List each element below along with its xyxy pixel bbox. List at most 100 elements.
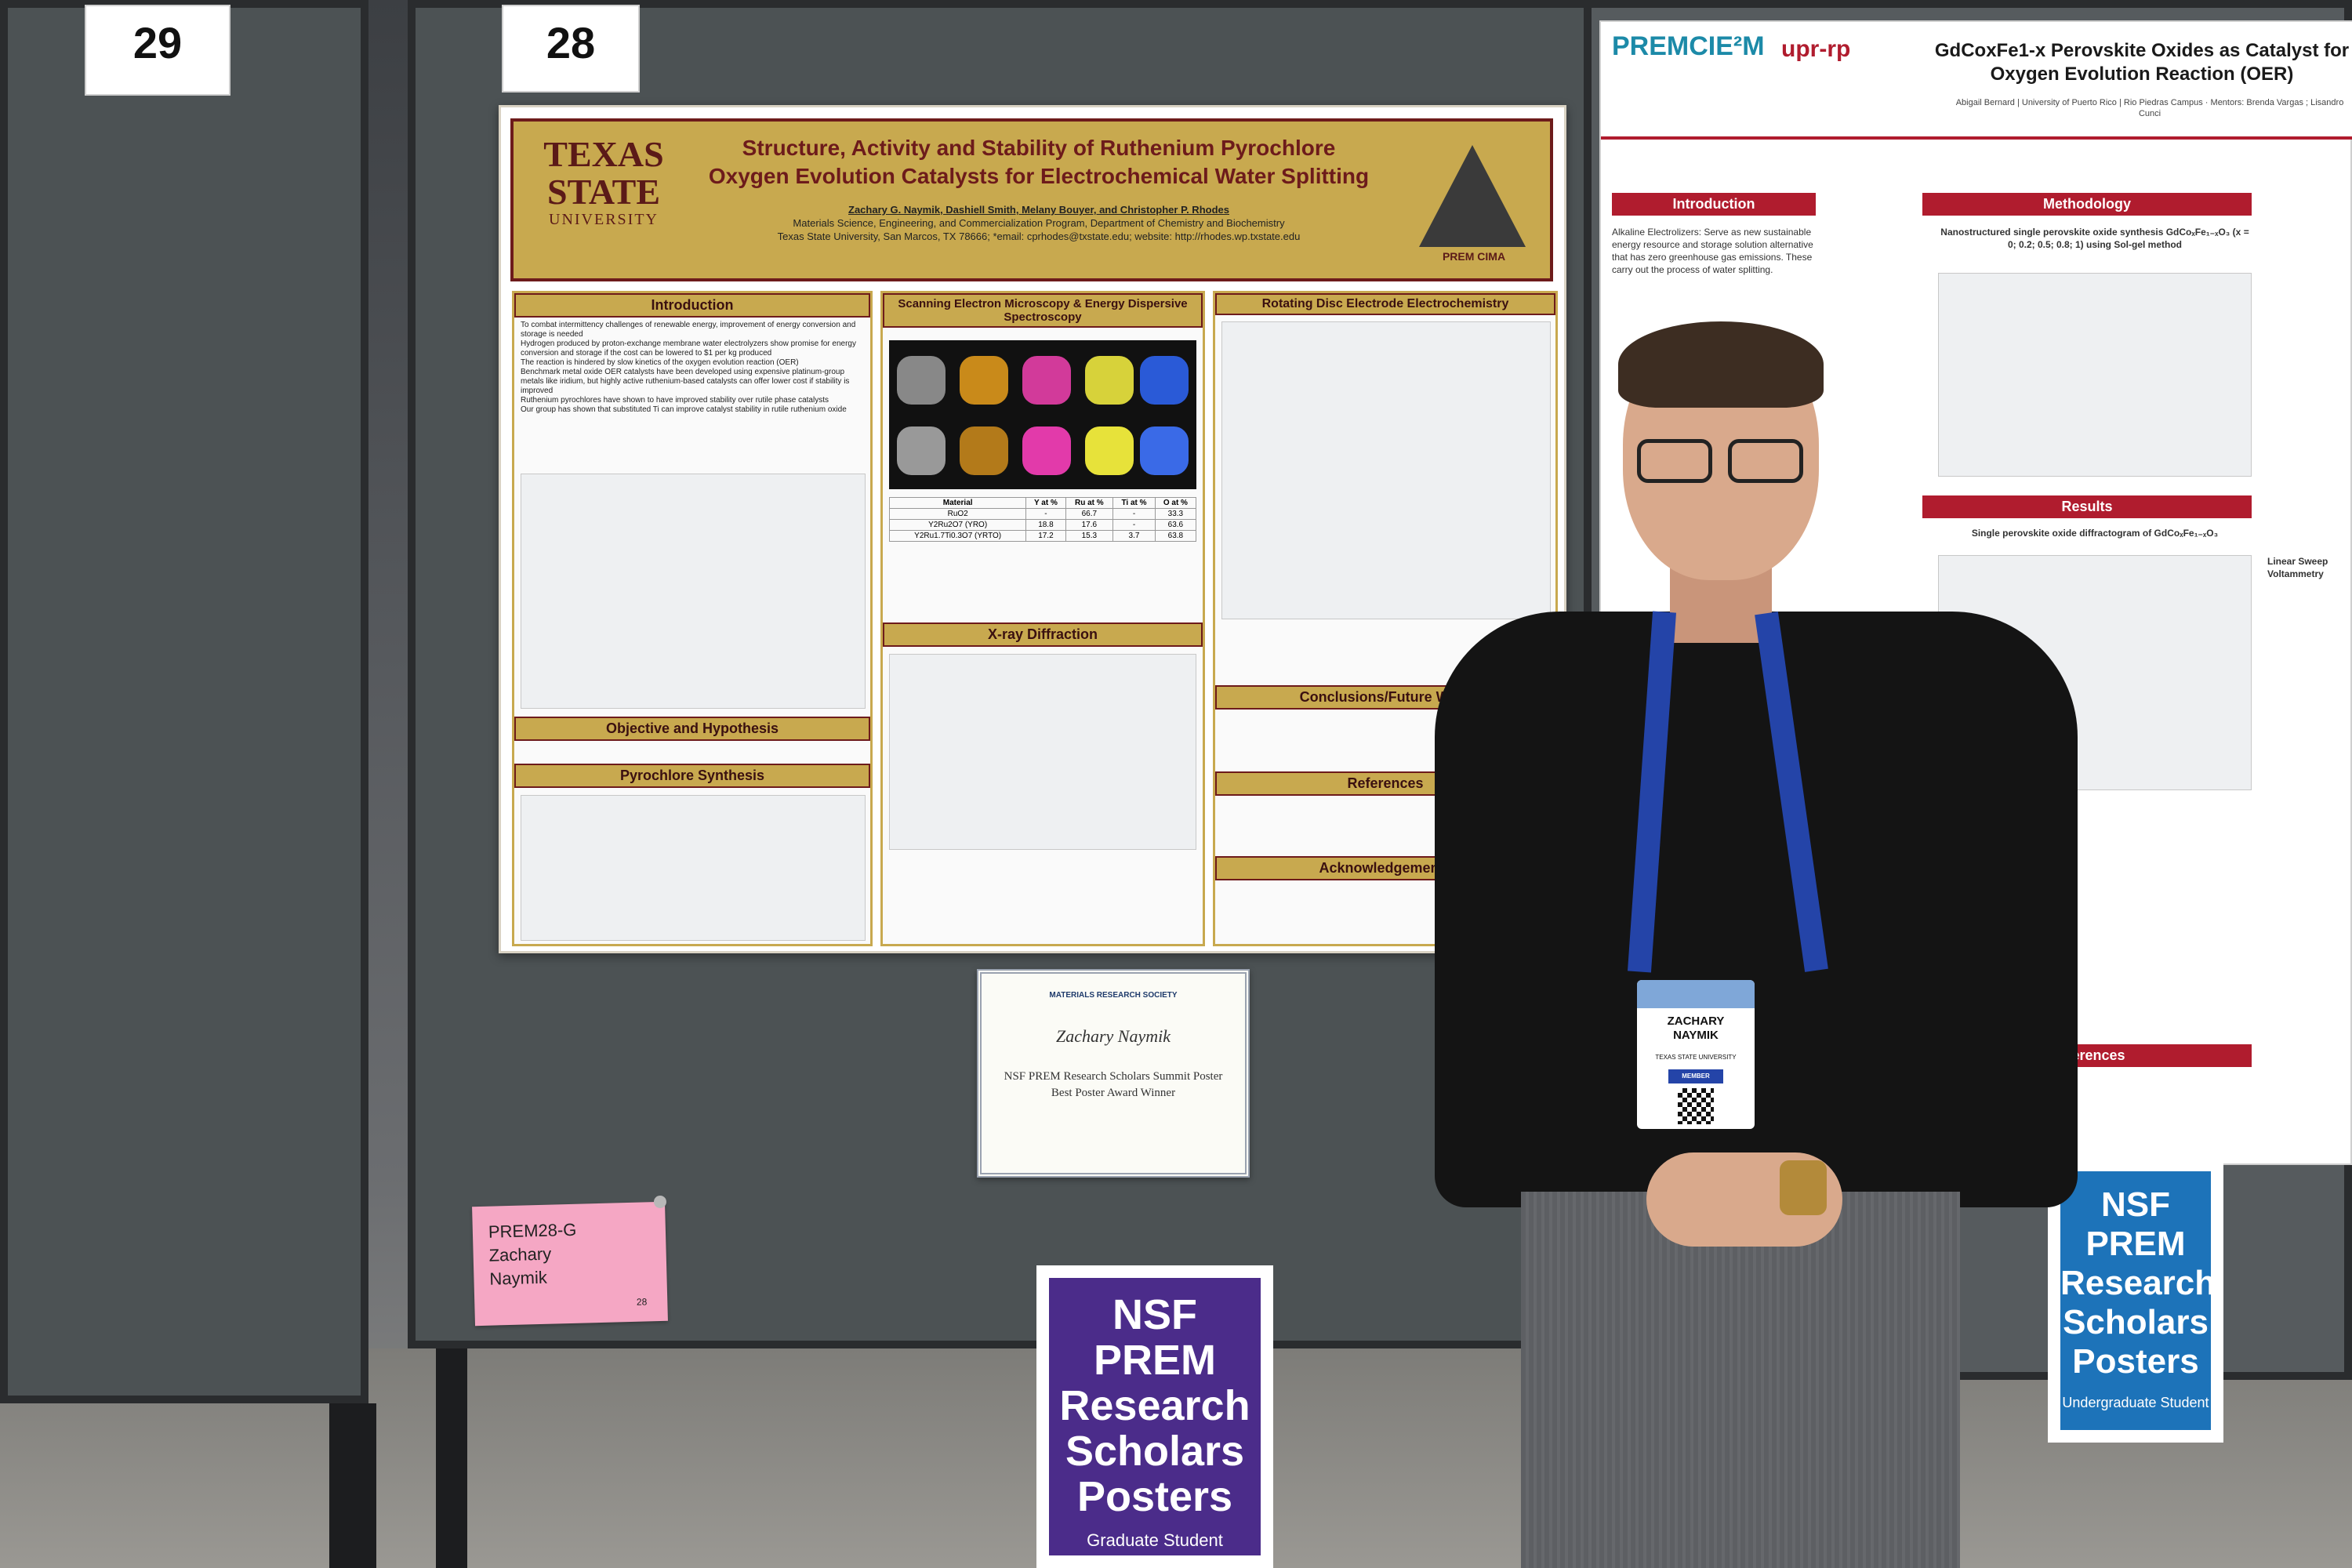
neighbor-poster-header: PREMCIE²M upr-rp GdCoxFe1-x Perovskite O… — [1601, 22, 2352, 140]
bullet: The reaction is hindered by slow kinetic… — [521, 358, 799, 367]
sign-line: Research — [1059, 1382, 1250, 1429]
table-cell: RuO2 — [888, 508, 1027, 520]
intro-bullets: To combat intermittency challenges of re… — [514, 318, 870, 418]
table-cell: 66.7 — [1065, 508, 1114, 520]
badge-banner — [1637, 980, 1755, 1008]
table-header: Ti at % — [1112, 497, 1156, 509]
intro-figure — [521, 474, 866, 709]
board-leg — [436, 1348, 467, 1568]
bullet: To combat intermittency challenges of re… — [521, 321, 856, 339]
prem-cie2m-logo: PREMCIE²M — [1612, 31, 1765, 61]
logo-line: TEXAS — [543, 134, 664, 174]
neighbor-poster-title: GdCoxFe1-x Perovskite Oxides as Catalyst… — [1934, 40, 2350, 85]
lsv-caption: Linear Sweep Voltammetry — [2267, 556, 2328, 579]
section-heading: Results — [1922, 495, 2252, 518]
nsf-graduate-sign: NSF PREM Research Scholars Posters Gradu… — [1036, 1265, 1273, 1568]
presenter-id-label: PREM28-G Zachary Naymik 28 — [472, 1195, 668, 1327]
table-row: Y2Ru2O7 (YRO) 18.8 17.6 - 63.6 — [888, 519, 1197, 531]
poster-authors: Zachary G. Naymik, Dashiell Smith, Melan… — [694, 203, 1384, 243]
eds-map — [960, 356, 1008, 405]
table-cell: - — [1112, 508, 1156, 520]
eds-map — [1022, 426, 1071, 475]
table-cell: - — [1112, 519, 1156, 531]
table-cell: 15.3 — [1065, 530, 1114, 542]
composition-table: Material Y at % Ru at % Ti at % O at % R… — [888, 497, 1197, 542]
sign-line: PREM — [2085, 1225, 2186, 1263]
table-cell: 17.2 — [1025, 530, 1066, 542]
table-header: Material — [888, 497, 1027, 509]
table-cell: 63.6 — [1154, 519, 1197, 531]
title-line: Structure, Activity and Stability of Rut… — [742, 136, 1336, 160]
sem-image — [897, 426, 946, 475]
table-cell: Y2Ru2O7 (YRO) — [888, 519, 1027, 531]
table-cell: 63.8 — [1154, 530, 1197, 542]
uprrp-logo: upr-rp — [1781, 36, 1851, 62]
pushpin-icon — [653, 1195, 667, 1209]
poster-column-middle: Scanning Electron Microscopy & Energy Di… — [880, 291, 1205, 946]
presenter-last-name: Naymik — [489, 1267, 548, 1289]
booth-number-card-28: 28 — [502, 5, 640, 93]
certificate-award: Best Poster Award Winner — [1051, 1087, 1176, 1099]
alkaline-text: Alkaline Electrolizers: Serve as new sus… — [1612, 227, 1813, 275]
section-heading: Introduction — [514, 293, 870, 318]
badge-last-name: NAYMIK — [1673, 1029, 1719, 1042]
poster-column-left: Introduction To combat intermittency cha… — [512, 291, 873, 946]
table-cell: Y2Ru1.7Ti0.3O7 (YRTO) — [888, 530, 1027, 542]
eds-map — [1085, 356, 1134, 405]
booth-number-card-29: 29 — [85, 5, 230, 96]
table-cell: 3.7 — [1112, 530, 1156, 542]
bullet: Benchmark metal oxide OER catalysts have… — [521, 368, 850, 395]
table-header: Y at % — [1025, 497, 1066, 509]
texas-state-logo: TEXAS STATE UNIVERSITY — [529, 136, 678, 269]
logo-line: UNIVERSITY — [549, 211, 659, 228]
glasses-icon — [1637, 439, 1712, 483]
hair — [1618, 321, 1824, 408]
title-line: Oxygen Evolution Catalysts for Electroch… — [708, 164, 1370, 188]
diffractogram-caption: Single perovskite oxide diffractogram of… — [1971, 528, 2219, 539]
synthesis-figure — [521, 795, 866, 941]
table-row: Y2Ru1.7Ti0.3O7 (YRTO) 17.2 15.3 3.7 63.8 — [888, 530, 1197, 542]
table-header-row: Material Y at % Ru at % Ti at % O at % — [888, 497, 1197, 509]
prem-cima-logo: PREM CIMA — [1407, 137, 1541, 270]
address: Texas State University, San Marcos, TX 7… — [777, 230, 1301, 242]
sign-line: Posters — [1076, 1473, 1233, 1520]
sem-eds-images — [889, 340, 1196, 489]
author-list: Zachary G. Naymik, Dashiell Smith, Melan… — [848, 204, 1229, 216]
badge-role: MEMBER — [1668, 1069, 1723, 1083]
poster-board-29 — [0, 0, 368, 1403]
logo-label: PREM CIMA — [1442, 250, 1506, 263]
booth-number: 28 — [546, 18, 596, 67]
table-cell: 17.6 — [1065, 519, 1114, 531]
sign-line: NSF — [1112, 1291, 1197, 1338]
affiliation: Materials Science, Engineering, and Comm… — [793, 217, 1285, 229]
name-badge: ZACHARY NAYMIK TEXAS STATE UNIVERSITY ME… — [1637, 980, 1755, 1129]
eds-map — [960, 426, 1008, 475]
methodology-figure — [1938, 273, 2252, 477]
sign-category: Graduate Student — [1087, 1530, 1223, 1550]
board-leg — [329, 1403, 376, 1568]
table-cell: 18.8 — [1025, 519, 1066, 531]
sign-panel: NSF PREM Research Scholars Posters Under… — [2060, 1171, 2216, 1430]
qr-code-icon — [1678, 1088, 1714, 1124]
badge-first-name: ZACHARY — [1667, 1014, 1725, 1028]
glasses-icon — [1728, 439, 1803, 483]
eds-map — [1140, 356, 1189, 405]
poster-title: Structure, Activity and Stability of Rut… — [694, 134, 1384, 191]
eds-map — [1085, 426, 1134, 475]
logo-line: STATE — [546, 172, 661, 212]
table-row: RuO2 - 66.7 - 33.3 — [888, 508, 1197, 520]
sign-line: PREM — [1093, 1337, 1216, 1384]
xrd-figure — [889, 654, 1196, 850]
section-heading: Objective and Hypothesis — [514, 717, 870, 741]
section-heading: Methodology — [1922, 193, 2252, 216]
eds-map — [1140, 426, 1189, 475]
sem-image — [897, 356, 946, 405]
table-header: O at % — [1154, 497, 1197, 509]
wristwatch-icon — [1780, 1160, 1827, 1215]
sign-line: Research — [2060, 1264, 2216, 1302]
triangle-icon — [1419, 145, 1526, 247]
bullet: Our group has shown that substituted Ti … — [521, 405, 847, 414]
sign-line: Scholars — [1065, 1428, 1245, 1475]
table-cell: 33.3 — [1154, 508, 1197, 520]
section-heading: Scanning Electron Microscopy & Energy Di… — [883, 293, 1203, 328]
